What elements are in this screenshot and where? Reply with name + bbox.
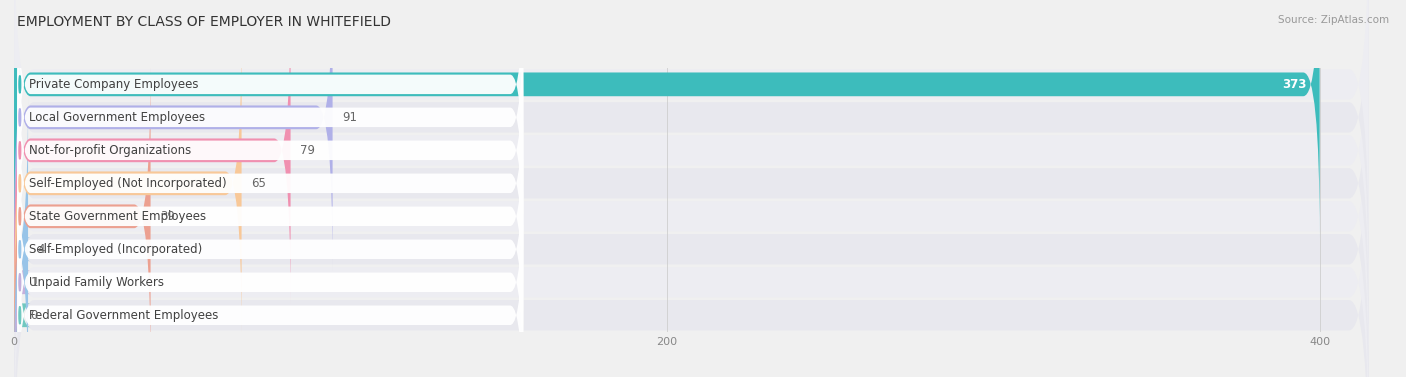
Circle shape [18,307,21,324]
FancyBboxPatch shape [17,160,523,377]
FancyBboxPatch shape [14,100,1368,377]
Text: 91: 91 [343,111,357,124]
FancyBboxPatch shape [17,0,523,207]
FancyBboxPatch shape [14,0,1368,300]
FancyBboxPatch shape [17,94,523,339]
FancyBboxPatch shape [11,96,31,377]
Text: 0: 0 [31,309,38,322]
Text: 65: 65 [252,177,266,190]
FancyBboxPatch shape [14,133,1368,377]
FancyBboxPatch shape [17,28,523,273]
FancyBboxPatch shape [14,34,1368,377]
Text: State Government Employees: State Government Employees [30,210,205,223]
Text: 373: 373 [1282,78,1306,91]
Text: Federal Government Employees: Federal Government Employees [30,309,218,322]
Circle shape [18,241,21,258]
Text: Not-for-profit Organizations: Not-for-profit Organizations [30,144,191,157]
Text: 39: 39 [160,210,176,223]
FancyBboxPatch shape [4,129,31,377]
FancyBboxPatch shape [14,0,1368,333]
Text: Private Company Employees: Private Company Employees [30,78,198,91]
FancyBboxPatch shape [4,162,31,377]
Text: 1: 1 [31,276,38,289]
Text: Local Government Employees: Local Government Employees [30,111,205,124]
Text: Self-Employed (Incorporated): Self-Employed (Incorporated) [30,243,202,256]
Text: 4: 4 [38,243,45,256]
Circle shape [18,76,21,93]
Text: Self-Employed (Not Incorporated): Self-Employed (Not Incorporated) [30,177,226,190]
FancyBboxPatch shape [17,61,523,305]
FancyBboxPatch shape [14,67,1368,377]
FancyBboxPatch shape [14,0,1368,267]
Text: EMPLOYMENT BY CLASS OF EMPLOYER IN WHITEFIELD: EMPLOYMENT BY CLASS OF EMPLOYER IN WHITE… [17,15,391,29]
FancyBboxPatch shape [17,0,523,239]
Text: Source: ZipAtlas.com: Source: ZipAtlas.com [1278,15,1389,25]
Circle shape [18,274,21,291]
FancyBboxPatch shape [14,0,291,303]
FancyBboxPatch shape [14,63,150,369]
Text: 79: 79 [301,144,315,157]
Text: Unpaid Family Workers: Unpaid Family Workers [30,276,165,289]
Circle shape [18,175,21,192]
Circle shape [18,208,21,225]
FancyBboxPatch shape [14,0,1320,238]
Circle shape [18,142,21,159]
FancyBboxPatch shape [14,1,1368,366]
FancyBboxPatch shape [14,30,242,336]
Circle shape [18,109,21,126]
FancyBboxPatch shape [17,127,523,371]
FancyBboxPatch shape [14,0,333,270]
FancyBboxPatch shape [17,193,523,377]
